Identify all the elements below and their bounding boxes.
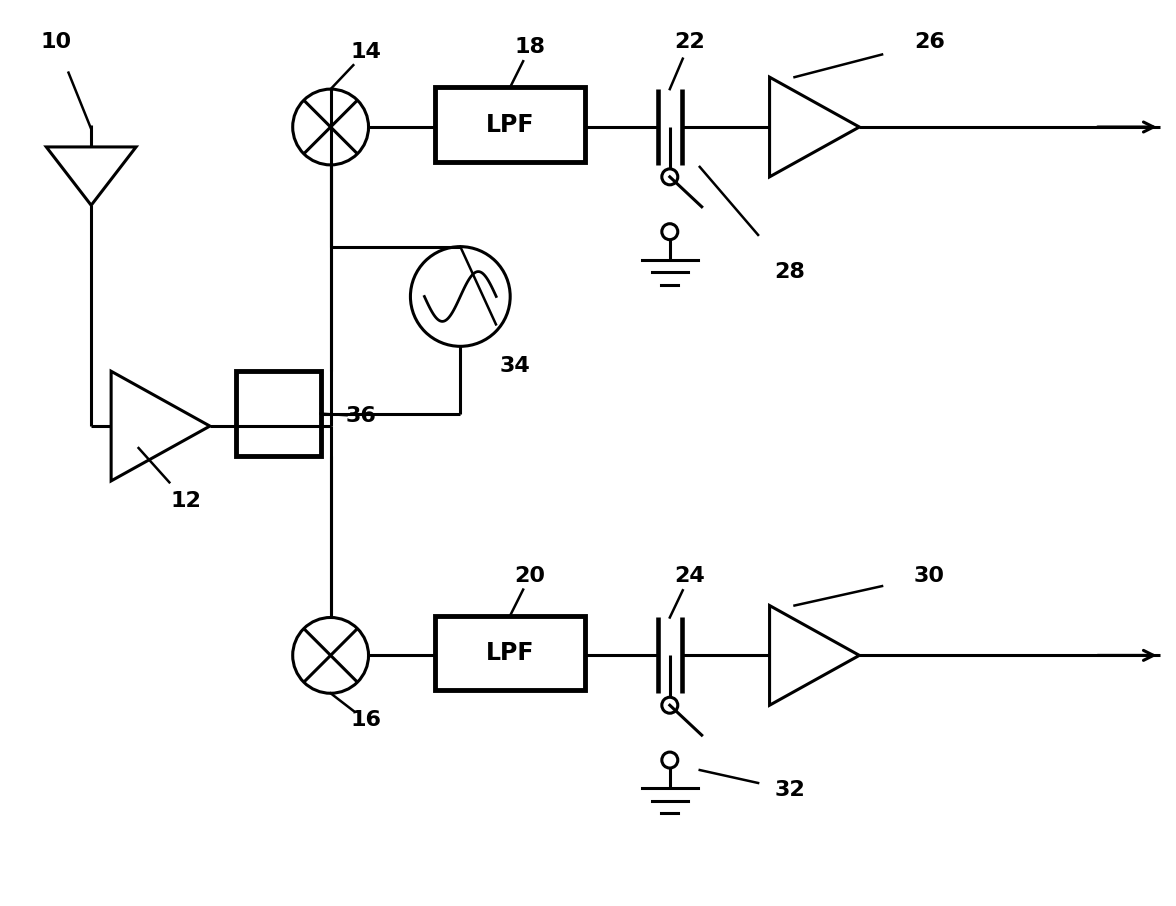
Text: LPF: LPF bbox=[486, 112, 534, 137]
Text: 18: 18 bbox=[515, 37, 546, 57]
Text: 32: 32 bbox=[774, 780, 804, 800]
Text: 22: 22 bbox=[674, 33, 706, 53]
Text: 12: 12 bbox=[171, 491, 201, 511]
Bar bbox=[435, 615, 584, 690]
Bar bbox=[435, 87, 584, 162]
Text: 20: 20 bbox=[515, 565, 546, 585]
Text: 10: 10 bbox=[41, 33, 72, 53]
Text: 14: 14 bbox=[350, 43, 381, 63]
Text: 36: 36 bbox=[345, 406, 376, 426]
Text: 28: 28 bbox=[774, 262, 804, 282]
Text: 30: 30 bbox=[914, 565, 944, 585]
Text: 34: 34 bbox=[500, 356, 530, 376]
Text: LPF: LPF bbox=[486, 641, 534, 665]
Text: 26: 26 bbox=[914, 33, 944, 53]
Text: 16: 16 bbox=[350, 710, 381, 730]
Text: 24: 24 bbox=[674, 565, 706, 585]
Bar bbox=[236, 371, 321, 456]
